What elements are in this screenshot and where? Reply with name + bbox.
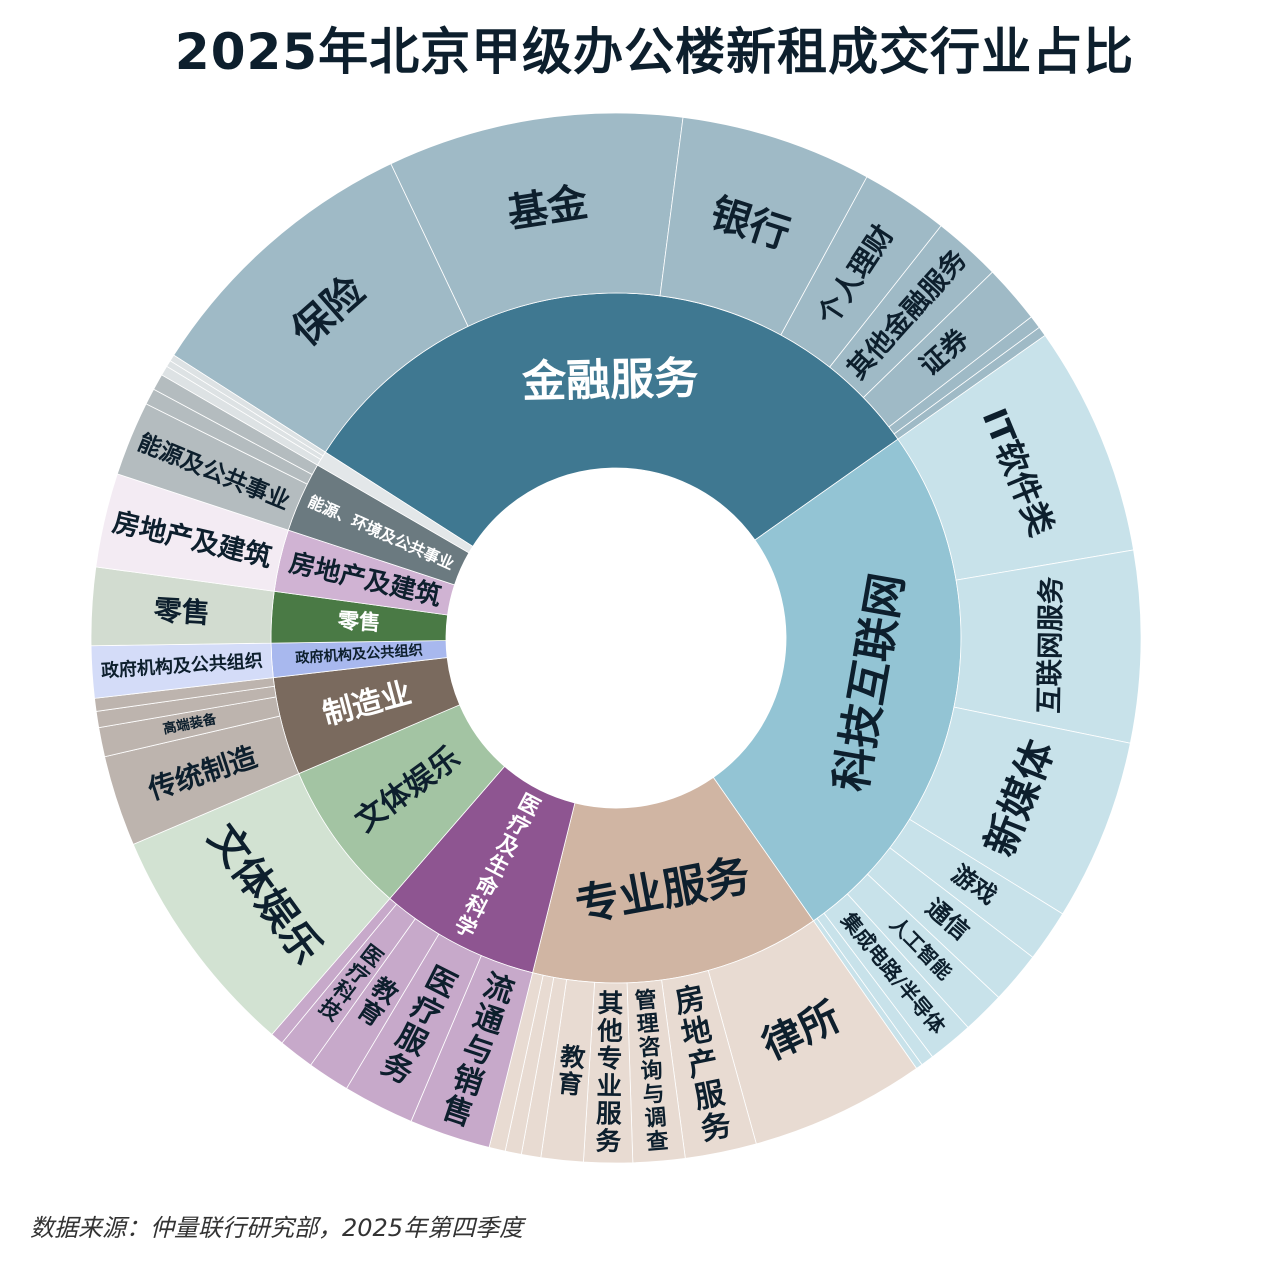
inner-slice-label: 金融服务 — [521, 353, 699, 408]
svg-text:其: 其 — [598, 989, 624, 1019]
outer-slice-label: 互联网服务 — [1034, 576, 1067, 714]
svg-text:询: 询 — [640, 1057, 664, 1085]
svg-text:务: 务 — [595, 1127, 621, 1157]
svg-text:管: 管 — [634, 987, 658, 1015]
svg-text:业: 业 — [596, 1072, 622, 1102]
outer-slice[interactable] — [169, 354, 326, 457]
chart-title: 2025年北京甲级办公楼新租成交行业占比 — [174, 23, 1135, 81]
svg-text:育: 育 — [556, 1068, 584, 1099]
svg-text:金融服务: 金融服务 — [521, 353, 699, 408]
svg-text:理: 理 — [636, 1011, 660, 1038]
svg-text:房: 房 — [672, 981, 708, 1021]
inner-slice-label: 零售 — [336, 608, 381, 637]
svg-text:产: 产 — [685, 1044, 721, 1084]
svg-text:零售: 零售 — [336, 608, 381, 637]
svg-text:咨: 咨 — [638, 1034, 662, 1062]
svg-text:服: 服 — [596, 1099, 622, 1129]
svg-text:零售: 零售 — [153, 594, 211, 630]
outer-slice-label: 教育 — [556, 1042, 587, 1100]
svg-text:互联网服务: 互联网服务 — [1034, 576, 1067, 714]
svg-text:专: 专 — [597, 1044, 623, 1074]
svg-text:查: 查 — [646, 1129, 670, 1156]
svg-text:地: 地 — [678, 1012, 714, 1052]
svg-text:务: 务 — [698, 1108, 734, 1148]
source-note: 数据来源：仲量联行研究部，2025年第四季度 — [30, 1214, 524, 1242]
outer-slice-label: 零售 — [153, 594, 211, 630]
svg-text:教: 教 — [559, 1042, 587, 1073]
svg-text:与: 与 — [642, 1082, 666, 1109]
svg-text:他: 他 — [596, 1016, 623, 1046]
svg-text:调: 调 — [644, 1105, 668, 1132]
